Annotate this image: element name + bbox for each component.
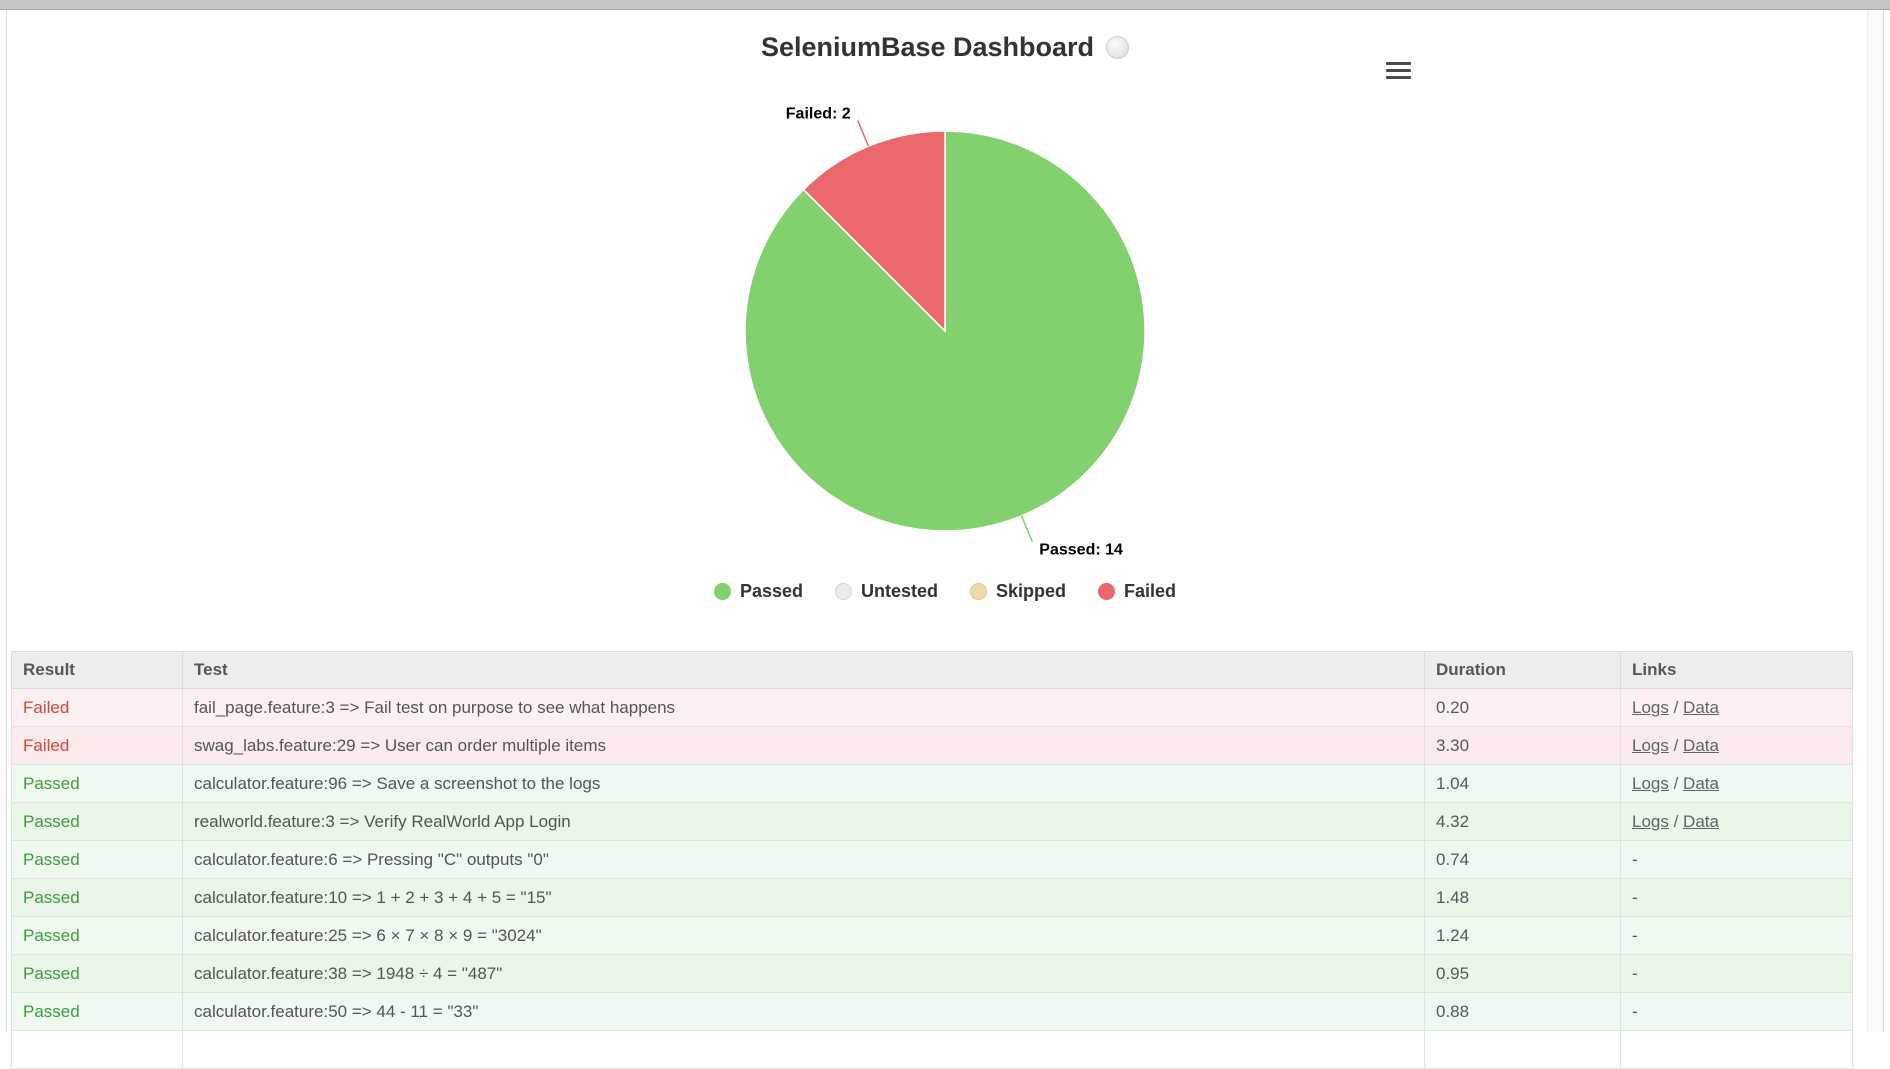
legend-label: Passed (739, 581, 803, 601)
page-title: SeleniumBase Dashboard (760, 31, 1095, 62)
legend-label: Failed (1124, 581, 1177, 601)
links-cell (1620, 1030, 1853, 1069)
duration-cell: 1.24 (1424, 916, 1621, 955)
pie-slice-failed[interactable] (802, 130, 946, 333)
links-cell: Logs / Data (1620, 802, 1853, 841)
legend-dot-icon (970, 583, 988, 600)
test-cell: calculator.feature:96 => Save a screensh… (182, 764, 1425, 803)
data-link[interactable]: Data (1683, 811, 1719, 831)
legend-label: Skipped (996, 581, 1067, 601)
links-cell: Logs / Data (1620, 764, 1853, 803)
column-header-test[interactable]: Test (182, 651, 1425, 689)
vertical-scrollbar[interactable] (1867, 10, 1883, 1032)
legend-label: Untested (861, 581, 939, 601)
legend-dot-icon (713, 583, 731, 600)
result-cell: Failed (11, 726, 183, 765)
dashboard-page: SeleniumBase Dashboard Passed: 14 Failed:… (6, 10, 1884, 1069)
chart-header: SeleniumBase Dashboard (475, 18, 1415, 76)
horizontal-scrollbar[interactable] (0, 0, 1890, 10)
logs-link[interactable]: Logs (1632, 773, 1669, 793)
test-cell: calculator.feature:10 => 1 + 2 + 3 + 4 +… (182, 878, 1425, 917)
hamburger-bar (1386, 68, 1411, 72)
hamburger-bar (1386, 75, 1411, 79)
logs-link[interactable]: Logs (1632, 811, 1669, 831)
links-cell: - (1620, 878, 1853, 917)
duration-cell (1424, 1030, 1621, 1069)
duration-cell: 0.74 (1424, 840, 1621, 879)
test-cell: swag_labs.feature:29 => User can order m… (182, 726, 1425, 765)
legend-item-failed[interactable]: Failed (1098, 581, 1176, 602)
column-header-result[interactable]: Result (11, 651, 183, 689)
test-cell: calculator.feature:6 => Pressing "C" out… (182, 840, 1425, 879)
pie-callout-line (1020, 515, 1033, 542)
links-cell: - (1620, 916, 1853, 955)
links-cell: Logs / Data (1620, 726, 1853, 765)
test-cell: calculator.feature:38 => 1948 ÷ 4 = "487… (182, 954, 1425, 993)
column-header-duration[interactable]: Duration (1424, 651, 1621, 689)
links-cell: - (1620, 954, 1853, 993)
table-row: Failed fail_page.feature:3 => Fail test o… (11, 688, 1853, 727)
result-cell: Passed (11, 764, 183, 803)
table-row: Passed calculator.feature:10 => 1 + 2 + 3… (11, 878, 1853, 917)
duration-cell: 1.48 (1424, 878, 1621, 917)
test-cell: fail_page.feature:3 => Fail test on purp… (182, 688, 1425, 727)
table-row: Passed calculator.feature:50 => 44 - 11 =… (11, 992, 1853, 1031)
result-cell: Passed (11, 840, 183, 879)
links-cell: - (1620, 840, 1853, 879)
pie-callout-label: Failed: 2 (786, 105, 851, 122)
chart-container: SeleniumBase Dashboard Passed: 14 Failed:… (475, 18, 1415, 630)
legend-item-skipped[interactable]: Skipped (970, 581, 1066, 602)
test-cell: calculator.feature:50 => 44 - 11 = "33" (182, 992, 1425, 1031)
links-cell: Logs / Data (1620, 688, 1853, 727)
result-cell: Passed (11, 878, 183, 917)
table-row: Passed calculator.feature:6 => Pressing "… (11, 840, 1853, 879)
result-cell: Passed (11, 954, 183, 993)
result-cell: Passed (11, 802, 183, 841)
results-table: Result Test Duration Links Failed fail_page.… (11, 651, 1853, 1069)
legend-item-untested[interactable]: Untested (835, 581, 938, 602)
table-header-row: Result Test Duration Links (11, 651, 1853, 689)
pie-callout-label: Passed: 14 (1039, 542, 1123, 559)
table-row: Passed calculator.feature:38 => 1948 ÷ 4 … (11, 954, 1853, 993)
logs-link[interactable]: Logs (1632, 697, 1669, 717)
table-row: Passed realworld.feature:3 => Verify Real… (11, 802, 1853, 841)
duration-cell: 1.04 (1424, 764, 1621, 803)
table-row (11, 1030, 1853, 1069)
hamburger-bar (1386, 61, 1411, 65)
link-separator: / (1668, 697, 1684, 717)
result-cell: Passed (11, 916, 183, 955)
link-separator: / (1668, 773, 1684, 793)
duration-cell: 0.88 (1424, 992, 1621, 1031)
logs-link[interactable]: Logs (1632, 735, 1669, 755)
test-cell (182, 1030, 1425, 1069)
duration-cell: 0.20 (1424, 688, 1621, 727)
table-row: Passed calculator.feature:96 => Save a sc… (11, 764, 1853, 803)
links-cell: - (1620, 992, 1853, 1031)
legend-dot-icon (835, 583, 852, 600)
table-row: Passed calculator.feature:25 => 6 × 7 × 8… (11, 916, 1853, 955)
data-link[interactable]: Data (1683, 773, 1719, 793)
result-cell: Passed (11, 992, 183, 1031)
hamburger-menu-icon[interactable] (1386, 56, 1411, 85)
test-cell: calculator.feature:25 => 6 × 7 × 8 × 9 =… (182, 916, 1425, 955)
pie-chart: Passed: 14 Failed: 2 (744, 105, 1146, 559)
duration-cell: 3.30 (1424, 726, 1621, 765)
table-row: Failed swag_labs.feature:29 => User can o… (11, 726, 1853, 765)
legend-dot-icon (1098, 583, 1116, 600)
chart-legend: Passed Untested Skipped Failed (475, 581, 1415, 602)
test-cell: realworld.feature:3 => Verify RealWorld … (182, 802, 1425, 841)
link-separator: / (1668, 735, 1684, 755)
duration-cell: 0.95 (1424, 954, 1621, 993)
duration-cell: 4.32 (1424, 802, 1621, 841)
data-link[interactable]: Data (1683, 735, 1719, 755)
result-cell (11, 1030, 183, 1069)
status-ball-icon (1106, 35, 1130, 59)
data-link[interactable]: Data (1683, 697, 1719, 717)
pie-callout-line (857, 120, 870, 147)
result-cell: Failed (11, 688, 183, 727)
legend-item-passed[interactable]: Passed (713, 581, 803, 602)
column-header-links[interactable]: Links (1620, 651, 1853, 689)
link-separator: / (1668, 811, 1684, 831)
